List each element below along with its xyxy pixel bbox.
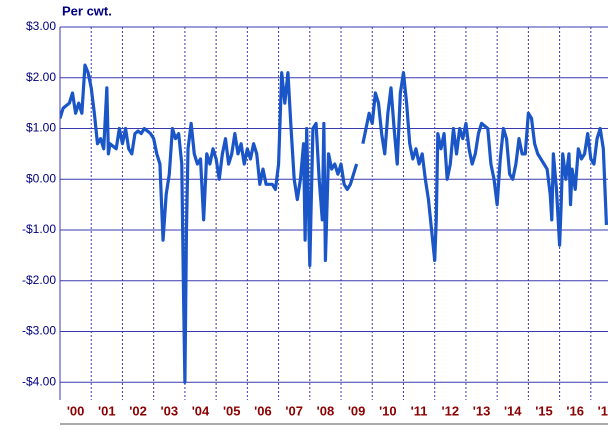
y-tick-label: $2.00 — [26, 70, 56, 84]
x-tick-label: '01 — [98, 403, 116, 418]
x-tick-label: '15 — [535, 403, 553, 418]
x-tick-label: '10 — [379, 403, 397, 418]
data-line — [60, 63, 608, 384]
y-tick-label: -$1.00 — [22, 222, 56, 236]
x-tick-label: '14 — [504, 403, 522, 418]
x-tick-label: '05 — [223, 403, 241, 418]
x-tick-label: '07 — [285, 403, 303, 418]
x-tick-label: '06 — [254, 403, 272, 418]
x-tick-label: '08 — [317, 403, 335, 418]
x-tick-label: '11 — [411, 403, 428, 418]
x-tick-label: '02 — [129, 403, 147, 418]
y-tick-label: -$4.00 — [22, 374, 56, 388]
chart-title: Per cwt. — [62, 3, 112, 18]
x-tick-label: '13 — [473, 403, 491, 418]
y-tick-label: $0.00 — [26, 171, 56, 185]
x-tick-label: '09 — [348, 403, 366, 418]
x-tick-label: '03 — [161, 403, 179, 418]
y-tick-label: $1.00 — [26, 121, 56, 135]
x-tick-label: '04 — [192, 403, 210, 418]
x-tick-label: '17 — [598, 403, 608, 418]
y-tick-label: $3.00 — [26, 19, 56, 33]
y-tick-label: -$2.00 — [22, 273, 56, 287]
x-tick-label: '00 — [67, 403, 85, 418]
x-tick-label: '12 — [442, 403, 460, 418]
y-tick-label: -$3.00 — [22, 324, 56, 338]
x-tick-label: '16 — [566, 403, 584, 418]
